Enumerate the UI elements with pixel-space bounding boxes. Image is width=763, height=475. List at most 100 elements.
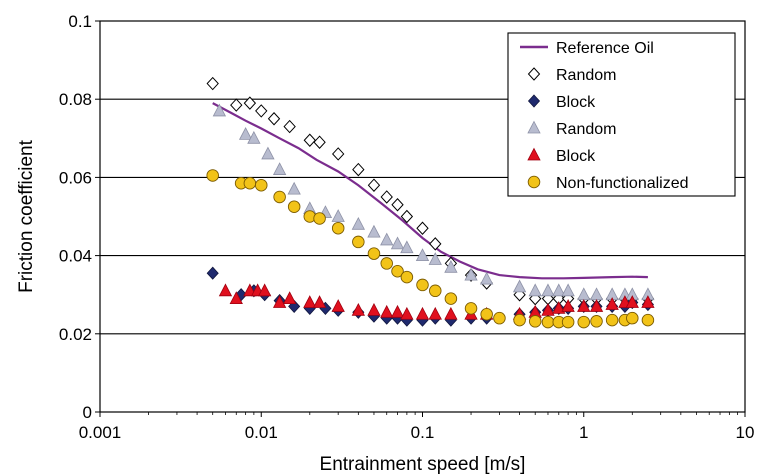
data-point — [577, 287, 591, 301]
data-point — [390, 304, 405, 318]
data-point — [390, 236, 405, 250]
x-tick-label: 0.01 — [245, 423, 278, 442]
legend-entry-1: Random — [527, 67, 616, 84]
data-point — [415, 248, 430, 262]
data-point — [218, 283, 233, 297]
data-point — [512, 279, 527, 293]
data-point — [577, 299, 591, 312]
data-point — [352, 162, 365, 177]
legend-label: Reference Oil — [556, 40, 654, 57]
data-point — [428, 306, 442, 320]
data-point — [400, 270, 414, 284]
data-point — [480, 271, 494, 285]
legend-label: Non-functionalized — [556, 175, 689, 192]
data-point — [429, 284, 442, 298]
y-tick-label: 0.08 — [59, 90, 92, 109]
y-tick-label: 0.1 — [68, 12, 92, 31]
data-point — [267, 112, 281, 126]
legend-marker-swatch — [527, 67, 541, 81]
data-point — [444, 292, 458, 305]
data-point — [331, 221, 345, 235]
legend: Reference Oil Random Block Random Block Non-f… — [507, 32, 736, 197]
data-point — [589, 287, 604, 301]
data-point — [367, 178, 381, 192]
y-axis: 0 0.02 0.04 0.06 0.08 0.1 — [59, 12, 100, 422]
data-point — [577, 315, 591, 329]
data-point — [272, 295, 287, 308]
data-point — [380, 257, 393, 270]
data-point — [351, 302, 365, 316]
data-point — [206, 76, 219, 91]
legend-label: Block — [556, 148, 596, 165]
legend-entry-3: Random — [527, 120, 616, 138]
data-point — [352, 235, 365, 249]
data-point — [331, 209, 345, 222]
data-point — [380, 190, 393, 204]
data-point — [464, 267, 478, 281]
data-point — [552, 283, 566, 297]
series-0 — [212, 102, 648, 280]
data-point — [561, 299, 575, 312]
data-point — [303, 133, 316, 147]
data-point — [312, 295, 327, 308]
data-point — [541, 283, 555, 297]
y-tick-label: 0.02 — [59, 325, 92, 344]
data-point — [590, 315, 603, 328]
legend-label: Block — [556, 94, 596, 111]
data-point — [282, 291, 297, 305]
data-point — [247, 130, 261, 144]
legend-marker-swatch — [527, 120, 541, 134]
data-point — [589, 299, 604, 312]
data-point — [429, 237, 442, 251]
x-tick-label: 0.001 — [79, 423, 122, 442]
data-point — [480, 308, 493, 321]
legend-box — [507, 32, 736, 197]
data-point — [444, 306, 458, 320]
data-point — [513, 313, 526, 327]
data-point — [254, 178, 268, 192]
data-point — [561, 315, 575, 329]
data-point — [641, 295, 655, 308]
data-point — [380, 304, 394, 318]
series-4 — [218, 283, 655, 320]
x-tick-label: 0.1 — [411, 423, 435, 442]
data-point — [331, 299, 345, 312]
data-point — [605, 297, 619, 310]
data-point — [367, 224, 381, 238]
data-point — [541, 302, 555, 316]
series-3 — [212, 103, 655, 301]
data-point — [400, 306, 414, 320]
data-point — [243, 177, 257, 190]
data-point — [255, 104, 268, 118]
legend-label: Random — [556, 67, 616, 84]
data-point — [528, 315, 542, 328]
data-point — [552, 301, 566, 314]
y-tick-label: 0.06 — [59, 168, 92, 187]
data-point — [464, 302, 478, 315]
data-point — [229, 291, 243, 305]
y-axis-title: Friction coefficient — [16, 139, 37, 292]
data-point — [380, 232, 394, 246]
series-line-reference-oil — [212, 102, 648, 280]
data-point — [206, 266, 219, 280]
legend-entry-4: Block — [527, 147, 596, 165]
data-point — [428, 252, 442, 265]
x-tick-label: 1 — [579, 423, 588, 442]
data-point — [561, 283, 575, 297]
legend-entry-2: Block — [527, 94, 596, 111]
data-point — [212, 103, 227, 117]
data-point — [283, 119, 296, 134]
data-point — [444, 259, 458, 273]
data-point — [400, 209, 414, 224]
y-tick-label: 0.04 — [59, 247, 92, 266]
data-point — [303, 295, 317, 308]
data-point — [243, 96, 257, 110]
data-point — [273, 190, 286, 204]
legend-entry-5: Non-functionalized — [527, 175, 689, 192]
data-point — [287, 200, 301, 213]
data-point — [626, 311, 639, 325]
data-point — [391, 264, 404, 278]
data-point — [367, 247, 381, 260]
data-point — [391, 198, 404, 212]
data-point — [416, 278, 429, 292]
